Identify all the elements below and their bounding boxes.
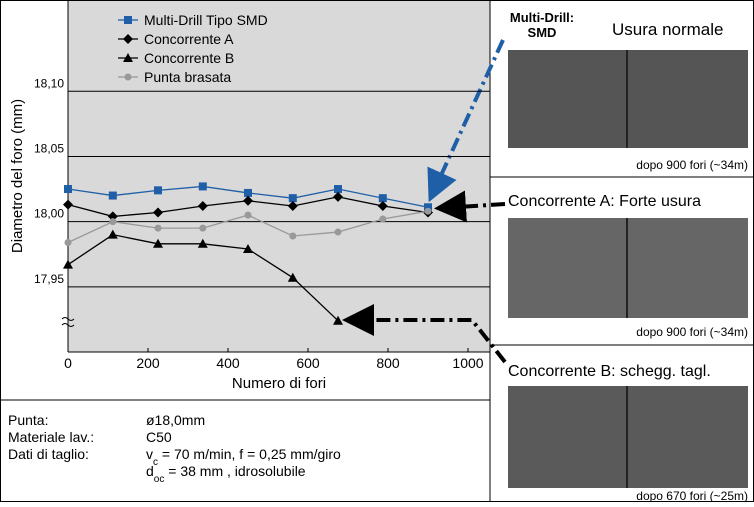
legend-label: Concorrente A xyxy=(144,31,234,47)
marker xyxy=(154,224,162,232)
marker xyxy=(197,200,208,211)
photo-title: SMD xyxy=(528,25,557,40)
marker xyxy=(63,259,73,269)
legend-label: Multi-Drill Tipo SMD xyxy=(144,12,268,28)
x-tick-label: 600 xyxy=(296,355,320,371)
marker xyxy=(199,224,207,232)
legend-marker xyxy=(124,16,132,24)
photo-caption: dopo 900 fori (~34m) xyxy=(636,158,748,172)
marker xyxy=(63,199,73,210)
y-tick-label: 18,10 xyxy=(34,76,64,90)
marker xyxy=(334,228,342,236)
x-axis-label: Numero di fori xyxy=(232,375,326,392)
marker xyxy=(243,195,253,206)
marker xyxy=(107,229,118,239)
marker xyxy=(154,186,162,195)
x-tick-label: 1000 xyxy=(452,355,483,371)
marker xyxy=(64,185,72,194)
y-tick-label: 17,95 xyxy=(34,272,64,286)
marker xyxy=(244,211,252,219)
photo-title: Concorrente B: schegg. tagl. xyxy=(508,363,711,380)
marker xyxy=(198,182,207,191)
marker xyxy=(287,200,298,211)
spec-label: Materiale lav.: xyxy=(8,429,94,445)
spec-subscript: c xyxy=(153,457,158,468)
x-tick-label: 0 xyxy=(64,355,72,371)
marker xyxy=(378,194,387,203)
y-tick-label: 18,05 xyxy=(34,141,64,155)
photo-caption: dopo 900 fori (~34m) xyxy=(636,325,748,339)
plot-bg xyxy=(0,0,490,352)
marker xyxy=(244,188,252,197)
marker xyxy=(287,272,298,282)
spec-label: Dati di taglio: xyxy=(8,446,89,462)
legend-label: Concorrente B xyxy=(144,50,234,66)
marker xyxy=(108,191,117,200)
photo-caption: dopo 670 fori (~25m) xyxy=(636,489,748,502)
marker xyxy=(333,191,343,202)
spec-text: v xyxy=(146,446,153,462)
spec-label: Punta: xyxy=(8,412,48,428)
marker xyxy=(197,238,208,248)
photo-title: Concorrente A: Forte usura xyxy=(508,193,701,210)
marker xyxy=(288,194,297,203)
marker xyxy=(289,232,297,240)
y-axis-label: Diametro del foro (mm) xyxy=(9,99,26,253)
marker xyxy=(377,200,388,211)
spec-text: C50 xyxy=(146,429,172,445)
legend-marker xyxy=(123,34,133,44)
legend-label: Punta brasata xyxy=(144,69,231,85)
x-tick-label: 200 xyxy=(136,355,160,371)
marker xyxy=(379,215,387,223)
marker xyxy=(333,315,343,325)
marker xyxy=(153,238,163,248)
marker xyxy=(243,244,253,254)
spec-value: doc = 38 mm , idrosolubile xyxy=(146,463,306,485)
spec-value: vc = 70 m/min, f = 0,25 mm/giro xyxy=(146,446,341,468)
spec-text: d xyxy=(146,463,154,479)
axis-margin xyxy=(0,0,68,352)
marker xyxy=(109,218,117,226)
spec-value: C50 xyxy=(146,429,172,445)
spec-subscript: oc xyxy=(154,474,165,485)
marker xyxy=(424,203,432,212)
spec-text: ø18,0mm xyxy=(146,412,205,428)
photo-subtitle: Usura normale xyxy=(612,20,724,39)
y-tick-label: 18,00 xyxy=(34,207,64,221)
arrow xyxy=(434,190,506,223)
spec-value: ø18,0mm xyxy=(146,412,205,428)
spec-text: = 70 m/min, f = 0,25 mm/giro xyxy=(158,446,341,462)
marker xyxy=(64,238,72,246)
legend-marker xyxy=(123,53,133,62)
spec-text: = 38 mm , idrosolubile xyxy=(164,463,305,479)
marker xyxy=(334,185,342,194)
photo-title: Multi-Drill: xyxy=(510,10,574,25)
x-tick-label: 400 xyxy=(216,355,240,371)
marker xyxy=(107,211,118,222)
arrow xyxy=(427,39,505,203)
marker xyxy=(153,207,163,218)
x-tick-label: 800 xyxy=(376,355,400,371)
legend-marker xyxy=(124,73,132,81)
marker xyxy=(424,207,432,215)
